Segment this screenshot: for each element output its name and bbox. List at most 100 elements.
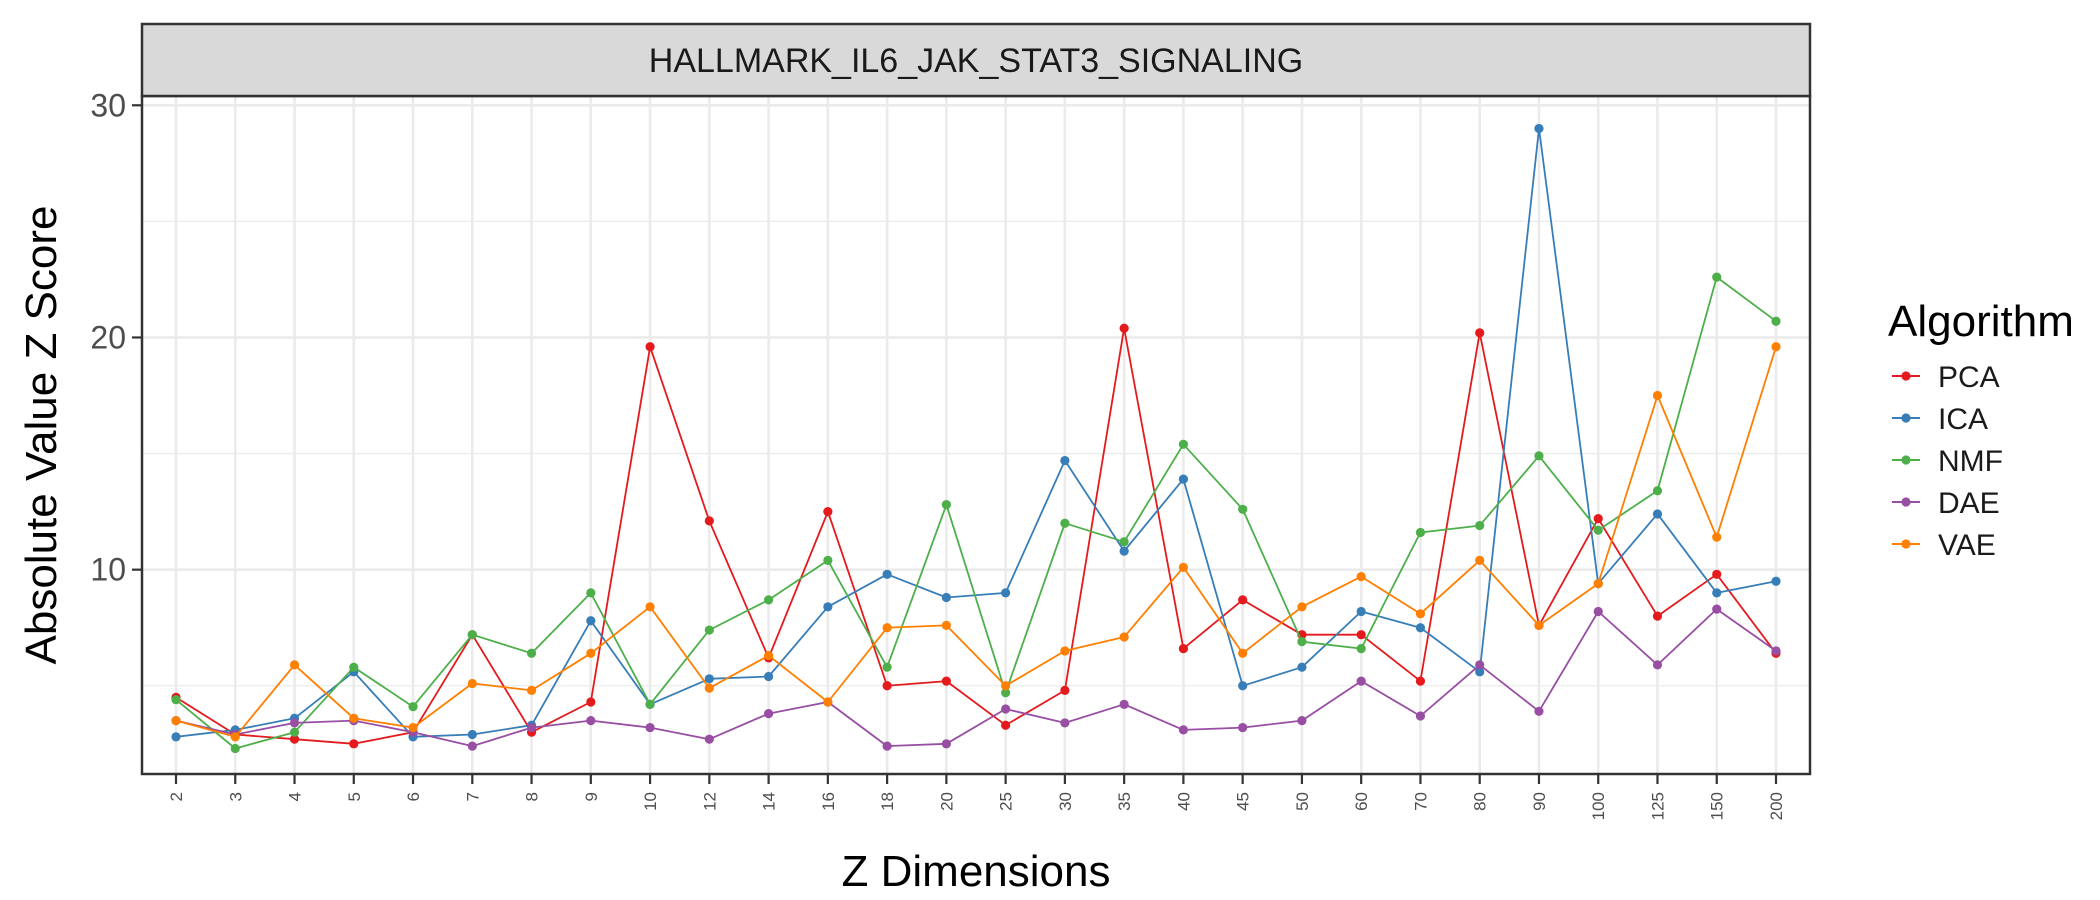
point-nmf <box>586 588 596 598</box>
point-nmf <box>408 702 418 712</box>
point-pca <box>1238 595 1248 605</box>
y-tick-label: 30 <box>90 87 126 123</box>
point-vae <box>526 685 537 696</box>
point-pca <box>882 681 892 691</box>
point-ica <box>763 671 774 682</box>
point-vae <box>1060 646 1070 656</box>
point-ica <box>1238 681 1248 691</box>
point-dae <box>1415 711 1426 721</box>
point-ica <box>1712 588 1722 598</box>
legend-item-dae: DAE <box>1892 487 2000 520</box>
point-ica <box>1001 588 1011 598</box>
point-dae <box>1771 646 1781 656</box>
x-tick-label: 5 <box>345 792 364 801</box>
point-nmf <box>230 743 240 754</box>
point-ica <box>1652 509 1663 519</box>
point-nmf <box>349 662 359 672</box>
point-vae <box>1712 532 1722 542</box>
point-dae <box>1356 676 1366 686</box>
x-tick-label: 9 <box>582 792 601 801</box>
legend: Algorithm PCA ICA NMF DAE VAE <box>1888 297 2074 562</box>
legend-key-point <box>1901 539 1911 549</box>
point-nmf <box>1712 272 1722 282</box>
point-dae <box>1297 715 1307 726</box>
point-dae <box>1119 699 1129 709</box>
point-nmf <box>1297 637 1307 647</box>
point-vae <box>171 715 181 726</box>
point-dae <box>467 741 477 751</box>
point-nmf <box>1771 316 1781 326</box>
point-dae <box>1652 660 1663 670</box>
point-vae <box>1297 602 1307 612</box>
point-dae <box>1712 604 1722 614</box>
point-dae <box>586 715 596 726</box>
point-pca <box>823 507 833 517</box>
point-vae <box>1001 681 1011 691</box>
point-vae <box>289 660 300 670</box>
point-nmf <box>1415 527 1426 538</box>
point-dae <box>1534 706 1544 716</box>
x-tick-label: 7 <box>463 792 482 801</box>
x-tick-label: 6 <box>404 792 423 801</box>
series-line-pca <box>175 327 1777 745</box>
x-tick-label: 25 <box>997 792 1016 811</box>
point-vae <box>763 650 774 661</box>
x-tick-label: 100 <box>1589 792 1608 820</box>
point-nmf <box>1475 520 1485 531</box>
point-pca <box>1178 644 1189 654</box>
point-nmf <box>171 695 181 705</box>
y-axis-title: Absolute Value Z Score <box>17 206 66 665</box>
point-nmf <box>704 625 714 635</box>
x-tick-label: 40 <box>1174 792 1193 811</box>
legend-label: NMF <box>1938 445 2003 478</box>
point-nmf <box>289 727 300 737</box>
point-pca <box>645 342 655 352</box>
point-ica <box>1119 546 1129 556</box>
point-vae <box>230 732 240 742</box>
point-pca <box>1415 676 1426 686</box>
x-tick-label: 14 <box>760 792 779 811</box>
point-pca <box>349 739 359 749</box>
point-ica <box>586 616 596 626</box>
point-nmf <box>1534 451 1544 461</box>
point-nmf <box>1060 518 1070 528</box>
point-dae <box>1001 704 1011 714</box>
series-line-nmf <box>175 276 1777 750</box>
x-tick-label: 12 <box>700 792 719 811</box>
point-dae <box>526 722 537 733</box>
y-axis: 10 20 30 <box>90 87 142 588</box>
point-nmf <box>1178 439 1189 449</box>
point-ica <box>467 729 477 740</box>
x-axis: 2 3 4 5 6 7 8 9 10 12 14 16 18 20 25 30 35 40 45 50 60 70 80 90… <box>167 774 1786 820</box>
x-tick-label: 125 <box>1648 792 1667 820</box>
legend-label: ICA <box>1938 403 1988 436</box>
point-ica <box>1415 623 1426 633</box>
legend-item-ica: ICA <box>1892 403 1988 436</box>
point-ica <box>1534 123 1544 134</box>
x-tick-label: 50 <box>1293 792 1312 811</box>
point-nmf <box>882 662 892 672</box>
legend-title: Algorithm <box>1888 297 2074 346</box>
series-nmf <box>171 272 1781 754</box>
plot-background <box>142 96 1810 774</box>
legend-item-pca: PCA <box>1892 361 2000 394</box>
point-nmf <box>467 630 477 640</box>
point-dae <box>763 709 774 719</box>
point-ica <box>823 602 833 612</box>
x-tick-label: 30 <box>1056 792 1075 811</box>
legend-items: PCA ICA NMF DAE VAE <box>1892 361 2003 562</box>
point-ica <box>1297 662 1307 672</box>
point-pca <box>941 676 951 686</box>
point-vae <box>1534 620 1544 630</box>
point-vae <box>408 722 418 733</box>
series-line-ica <box>175 127 1777 738</box>
point-dae <box>1238 722 1248 733</box>
series-line-dae <box>175 608 1777 747</box>
x-tick-label: 70 <box>1411 792 1430 811</box>
point-vae <box>1119 632 1129 642</box>
point-ica <box>1178 474 1189 484</box>
point-pca <box>289 734 300 744</box>
point-vae <box>1178 562 1189 572</box>
